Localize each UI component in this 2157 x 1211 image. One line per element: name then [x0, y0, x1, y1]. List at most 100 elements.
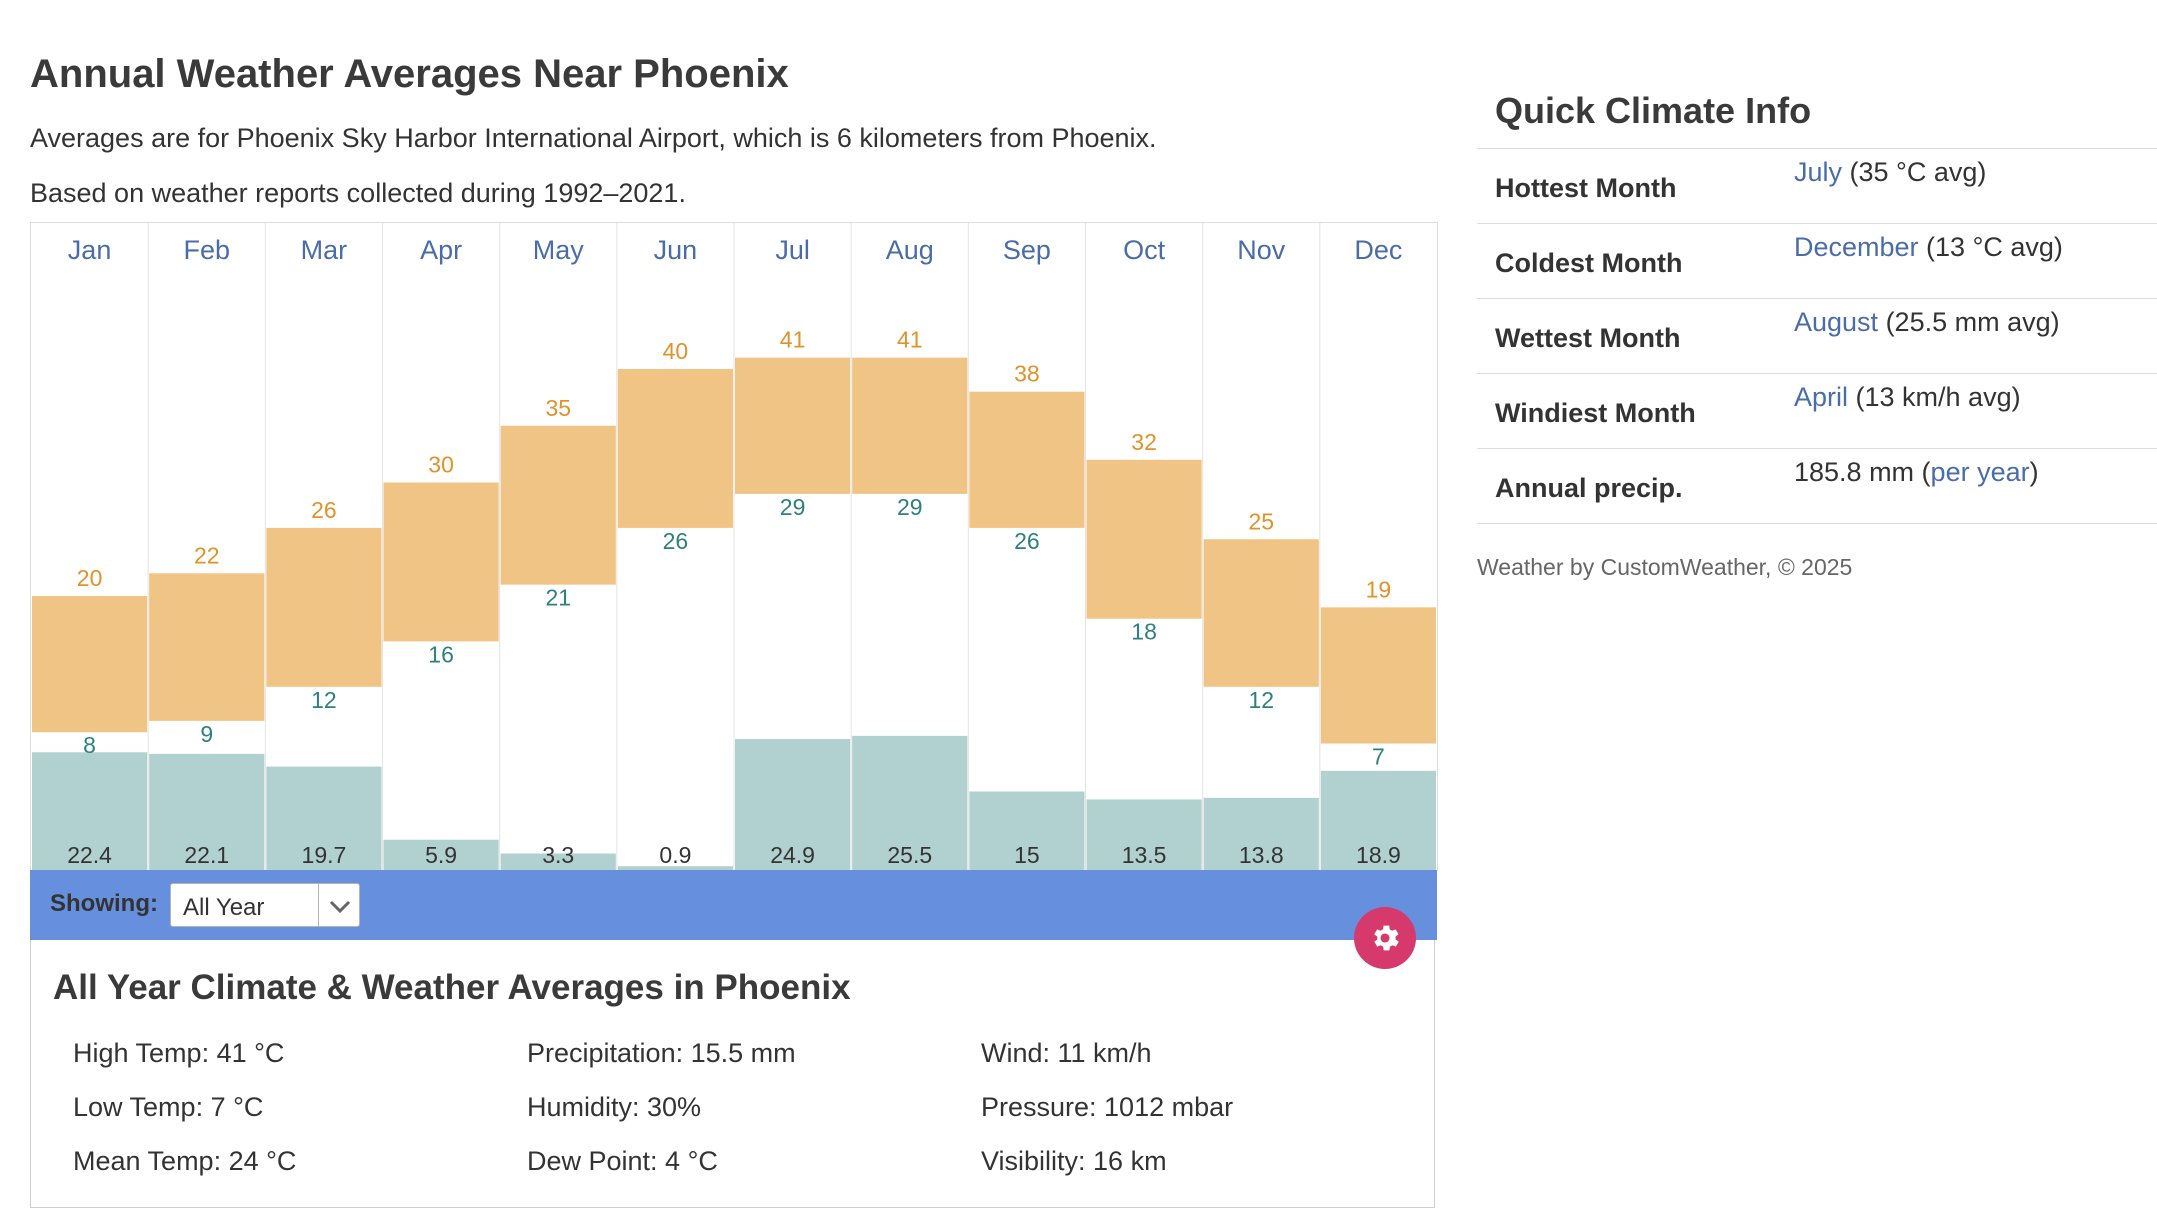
temp-range-bar: [32, 596, 148, 733]
qc-row-hottest: Hottest Month July (35 °C avg): [1477, 148, 2157, 223]
precip-value-label: 5.9: [425, 842, 457, 868]
climate-chart-svg: 22.4 20 8 Jan 22.1 22 9 Feb 19.7 26 12 Mar 5.9 30 16 Ap…: [32, 223, 1436, 871]
temp-range-bar: [383, 482, 499, 642]
qc-label: Annual precip.: [1495, 473, 1683, 503]
stat-wind: Wind: 11 km/h: [981, 1038, 1152, 1068]
settings-button[interactable]: [1354, 907, 1416, 969]
per-year-link[interactable]: per year: [1930, 457, 2030, 487]
stat-precipitation: Precipitation: 15.5 mm: [527, 1038, 796, 1068]
quick-climate-title: Quick Climate Info: [1495, 90, 1812, 131]
temp-range-bar: [1203, 539, 1319, 687]
select-divider: [318, 884, 319, 926]
precip-value-label: 3.3: [542, 842, 574, 868]
temp-range-bar: [852, 357, 968, 494]
qc-value: April (13 km/h avg): [1794, 382, 2021, 413]
low-temp-label: 12: [1248, 687, 1274, 713]
precip-value-label: 24.9: [770, 842, 815, 868]
stat-mean-temp: Mean Temp: 24 °C: [73, 1146, 297, 1176]
precip-bar: [852, 735, 968, 871]
summary-panel: All Year Climate & Weather Averages in P…: [30, 940, 1435, 1208]
qc-value-text: (13 °C avg): [1918, 232, 2063, 262]
high-temp-label: 32: [1131, 429, 1157, 455]
qc-label: Coldest Month: [1495, 248, 1683, 278]
period-select[interactable]: All Year: [170, 883, 360, 927]
hottest-month-link[interactable]: July: [1794, 157, 1843, 187]
temp-range-bar: [1320, 607, 1436, 744]
low-temp-label: 18: [1131, 619, 1157, 645]
high-temp-label: 40: [663, 338, 689, 364]
high-temp-label: 22: [194, 542, 220, 568]
low-temp-label: 9: [200, 721, 213, 747]
month-label: Apr: [420, 235, 462, 265]
precip-value-label: 19.7: [302, 842, 347, 868]
month-label: May: [533, 235, 585, 265]
temp-range-bar: [617, 369, 733, 528]
precip-bar: [1203, 797, 1319, 871]
month-label: Nov: [1237, 235, 1286, 265]
gear-icon: [1374, 925, 1399, 951]
high-temp-label: 41: [780, 327, 806, 353]
high-temp-label: 38: [1014, 361, 1040, 387]
windiest-month-link[interactable]: April: [1794, 382, 1849, 412]
precip-bar: [500, 853, 616, 871]
precip-bar: [735, 739, 851, 871]
precip-value-label: 13.8: [1239, 842, 1284, 868]
high-temp-label: 20: [77, 565, 103, 591]
qc-value: 185.8 mm (per year): [1794, 457, 2039, 488]
qc-value: August (25.5 mm avg): [1794, 307, 2060, 338]
precip-bar: [617, 866, 733, 871]
qc-value: July (35 °C avg): [1794, 157, 1986, 188]
qc-value-text: 185.8 mm (: [1794, 457, 1931, 487]
coldest-month-link[interactable]: December: [1794, 232, 1919, 262]
low-temp-label: 29: [780, 494, 806, 520]
high-temp-label: 26: [311, 497, 337, 523]
precip-value-label: 22.4: [67, 842, 112, 868]
month-label: Aug: [886, 235, 934, 265]
summary-title: All Year Climate & Weather Averages in P…: [53, 968, 851, 1007]
precip-bar: [1086, 799, 1202, 871]
precip-value-label: 15: [1014, 842, 1040, 868]
qc-row-coldest: Coldest Month December (13 °C avg): [1477, 223, 2157, 298]
stat-high-temp: High Temp: 41 °C: [73, 1038, 285, 1068]
temp-range-bar: [149, 573, 265, 721]
temp-range-bar: [500, 425, 616, 585]
low-temp-label: 26: [663, 528, 689, 554]
temp-range-bar: [1086, 459, 1202, 619]
low-temp-label: 16: [428, 641, 454, 667]
precip-value-label: 0.9: [659, 842, 691, 868]
qc-label: Windiest Month: [1495, 398, 1696, 428]
month-label: Sep: [1003, 235, 1051, 265]
precip-bar: [383, 839, 499, 871]
month-label: Oct: [1123, 235, 1166, 265]
page-subtitle: Averages are for Phoenix Sky Harbor Inte…: [30, 123, 1157, 153]
showing-label: Showing:: [50, 890, 158, 917]
precip-bar: [969, 791, 1085, 871]
period-select-value: All Year: [183, 894, 265, 921]
qc-value-text: (13 km/h avg): [1848, 382, 2021, 412]
qc-value: December (13 °C avg): [1794, 232, 2063, 263]
qc-value-text: (25.5 mm avg): [1878, 307, 2060, 337]
wettest-month-link[interactable]: August: [1794, 307, 1879, 337]
high-temp-label: 19: [1366, 576, 1392, 602]
high-temp-label: 35: [545, 395, 571, 421]
page-title: Annual Weather Averages Near Phoenix: [30, 52, 789, 96]
low-temp-label: 29: [897, 494, 923, 520]
data-period-note: Based on weather reports collected durin…: [30, 178, 686, 208]
precip-bar: [149, 753, 265, 871]
stat-dew-point: Dew Point: 4 °C: [527, 1146, 718, 1176]
chevron-down-icon: [329, 900, 351, 914]
month-label: Dec: [1354, 235, 1402, 265]
high-temp-label: 25: [1248, 508, 1274, 534]
qc-row-annual-precip: Annual precip. 185.8 mm (per year): [1477, 448, 2157, 524]
header: Annual Weather Averages Near Phoenix Ave…: [30, 40, 1440, 209]
month-label: Jan: [68, 235, 112, 265]
low-temp-label: 7: [1372, 744, 1385, 770]
qc-label: Wettest Month: [1495, 323, 1681, 353]
stat-visibility: Visibility: 16 km: [981, 1146, 1167, 1176]
month-label: Jun: [654, 235, 698, 265]
high-temp-label: 41: [897, 327, 923, 353]
month-label: Mar: [301, 235, 348, 265]
stat-pressure: Pressure: 1012 mbar: [981, 1092, 1234, 1122]
low-temp-label: 26: [1014, 528, 1040, 554]
quick-climate-table: Hottest Month July (35 °C avg) Coldest M…: [1477, 148, 2157, 524]
